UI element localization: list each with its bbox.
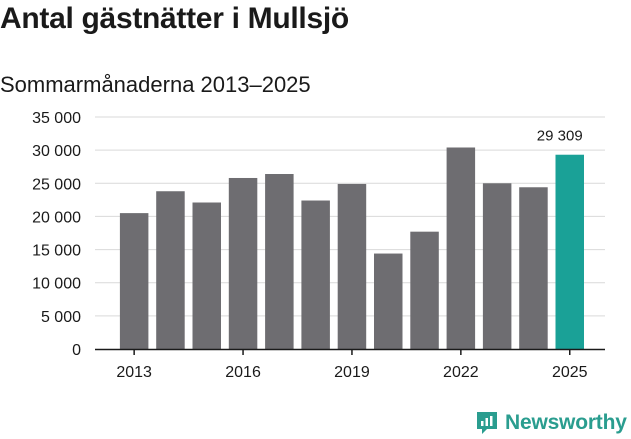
bar-2019 (337, 183, 367, 349)
bar-2013 (119, 213, 149, 349)
newsworthy-logo: Newsworthy (475, 408, 627, 438)
bars (119, 147, 584, 349)
highlight-value-label: 29 309 (537, 128, 583, 145)
y-tick-label: 5 000 (41, 309, 81, 326)
axes (95, 348, 605, 355)
bar-2017 (265, 174, 294, 349)
y-tick-label: 15 000 (32, 243, 81, 260)
chart-subtitle: Sommarmånaderna 2013–2025 (0, 72, 311, 97)
bar-2014 (156, 191, 185, 349)
bar-chart: 0 5 000 10 000 15 000 20 000 25 000 30 000 35 0… (32, 110, 605, 381)
bar-2023 (482, 183, 512, 349)
bar-2022 (446, 147, 476, 349)
x-tick-label: 2016 (225, 364, 261, 381)
bar-2018 (301, 200, 330, 349)
bar-2020 (374, 253, 403, 349)
x-tick-label: 2025 (552, 364, 588, 381)
bar-2025 (555, 154, 584, 349)
y-tick-label: 10 000 (32, 276, 81, 293)
chart-title: Antal gästnätter i Mullsjö (0, 2, 349, 35)
y-tick-label: 25 000 (32, 176, 81, 193)
bar-2016 (228, 177, 258, 349)
bar-2024 (519, 187, 548, 349)
y-tick-label: 20 000 (32, 209, 81, 226)
y-tick-label: 30 000 (32, 143, 81, 160)
y-tick-label: 35 000 (32, 110, 81, 127)
x-tick-label: 2019 (334, 364, 370, 381)
bar-2021 (410, 231, 439, 349)
x-tick-label: 2022 (443, 364, 479, 381)
brand-name: Newsworthy (505, 411, 627, 434)
x-tick-label: 2013 (116, 364, 152, 381)
bar-2015 (192, 202, 221, 349)
newsworthy-logo-icon (477, 412, 497, 434)
labels: 0 5 000 10 000 15 000 20 000 25 000 30 000 35 0… (32, 110, 588, 381)
y-tick-label: 0 (72, 342, 81, 359)
